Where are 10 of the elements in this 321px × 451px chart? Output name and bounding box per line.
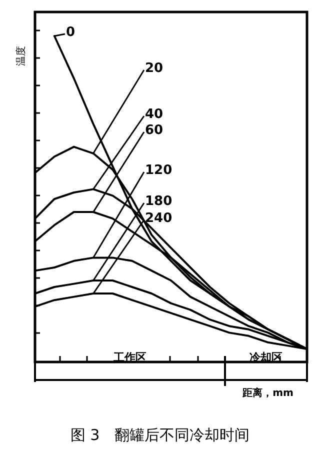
x-axis-title: 距离，mm [242, 387, 294, 399]
text: 图 3 翻罐后不同冷却时间 [70, 426, 250, 444]
y-axis-title: 温度 [15, 46, 27, 66]
text: 240 [145, 211, 172, 226]
text: 40 [145, 107, 164, 122]
text: 180 [145, 194, 172, 209]
text: 60 [145, 123, 164, 138]
text: 20 [145, 61, 164, 76]
legend-label: 0 [66, 25, 76, 40]
text: 120 [145, 163, 172, 178]
